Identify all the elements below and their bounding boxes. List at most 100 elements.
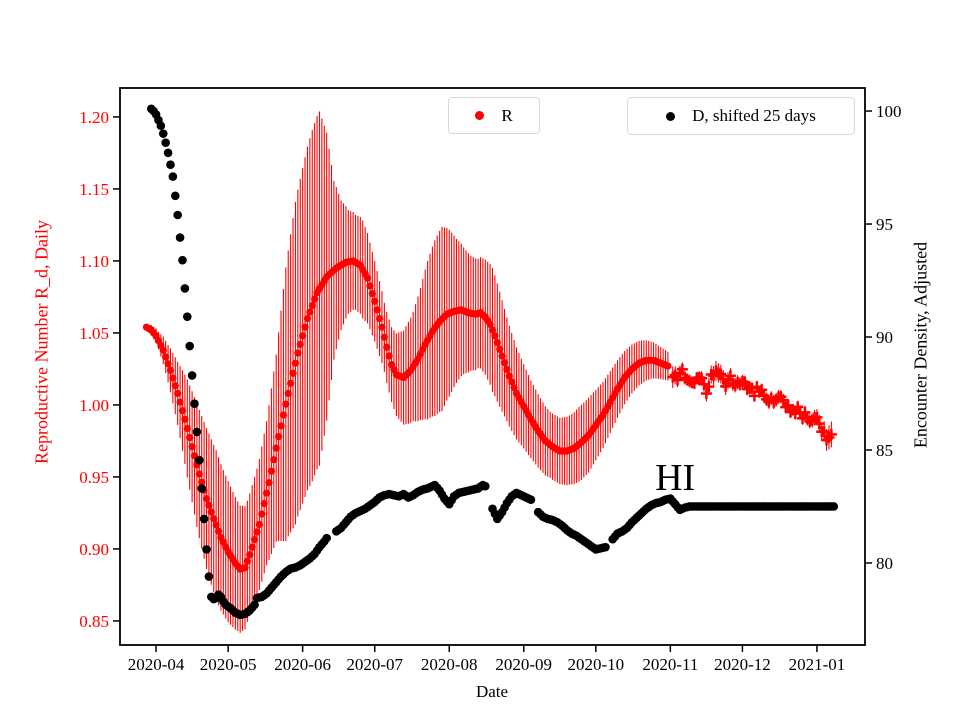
right-tick-label: 100 xyxy=(876,102,902,121)
data-point xyxy=(246,551,254,559)
data-point xyxy=(380,333,388,341)
right-tick-label: 85 xyxy=(876,441,893,460)
left-y-axis-label: Reproductive Number R_d, Daily xyxy=(31,220,52,464)
data-point xyxy=(181,415,189,423)
data-point xyxy=(210,515,218,523)
right-y-axis-label: Encounter Density, Adjusted xyxy=(910,241,931,449)
data-point xyxy=(250,535,259,544)
data-point xyxy=(498,352,506,360)
data-point xyxy=(526,495,536,505)
data-point xyxy=(299,332,307,340)
data-point xyxy=(383,343,391,351)
data-point xyxy=(378,323,386,331)
data-point xyxy=(287,379,295,387)
data-point xyxy=(183,424,191,433)
data-point xyxy=(166,366,175,374)
data-point xyxy=(601,542,610,552)
left-tick-label: 0.90 xyxy=(79,540,109,559)
data-point xyxy=(306,308,314,316)
data-point xyxy=(169,374,177,382)
data-point xyxy=(198,478,206,486)
data-point xyxy=(161,138,170,147)
data-point xyxy=(258,510,266,518)
series-R-markers xyxy=(142,257,837,573)
data-point xyxy=(505,372,513,380)
data-point xyxy=(187,371,197,380)
plot-frame xyxy=(119,87,866,646)
data-point xyxy=(265,479,273,487)
x-tick-label: 2020-11 xyxy=(642,655,698,674)
data-point xyxy=(291,359,300,367)
legend-r-marker-icon xyxy=(475,111,485,120)
x-tick-label: 2020-06 xyxy=(274,655,331,674)
data-point xyxy=(272,444,280,452)
data-point xyxy=(202,545,211,554)
data-point xyxy=(308,301,316,310)
data-point xyxy=(190,399,199,408)
data-point xyxy=(371,297,379,305)
data-point xyxy=(366,282,374,290)
data-point xyxy=(375,314,384,323)
data-point xyxy=(207,508,215,516)
data-point xyxy=(496,345,504,353)
data-point xyxy=(178,255,187,265)
data-point xyxy=(488,326,497,334)
data-point xyxy=(162,353,170,361)
data-point xyxy=(197,484,207,493)
x-tick-label: 2020-10 xyxy=(568,655,625,674)
data-point xyxy=(212,521,220,529)
data-point xyxy=(480,481,490,491)
legend-r-label: R xyxy=(501,105,513,125)
annotation-hi: HI xyxy=(655,457,696,500)
data-point xyxy=(248,543,256,551)
data-point xyxy=(182,312,192,321)
data-point xyxy=(173,210,182,220)
legend-d-marker-icon xyxy=(666,111,676,121)
data-point xyxy=(277,422,285,430)
data-point xyxy=(500,359,509,367)
data-point xyxy=(176,398,184,406)
data-point xyxy=(282,400,290,408)
data-point xyxy=(168,172,178,181)
data-point xyxy=(170,191,180,201)
left-tick-label: 0.85 xyxy=(79,612,109,631)
right-y-axis: 80 85 90 95 100 xyxy=(865,102,902,573)
data-point xyxy=(296,340,304,349)
series-D-shifted-25-days-markers xyxy=(146,104,839,620)
x-axis: 2020-04 2020-05 2020-06 2020-07 2020-08 2020-… xyxy=(128,645,846,674)
data-point xyxy=(195,455,204,465)
data-point xyxy=(373,306,381,314)
data-point xyxy=(156,121,166,131)
legend-r: R xyxy=(448,97,540,134)
data-point xyxy=(199,514,209,524)
data-point xyxy=(241,564,249,572)
x-axis-label: Date xyxy=(475,682,509,701)
data-point xyxy=(166,160,175,170)
x-tick-label: 2021-01 xyxy=(789,655,846,674)
left-tick-label: 1.20 xyxy=(79,108,109,127)
data-point xyxy=(267,467,276,475)
data-point xyxy=(322,533,331,543)
data-point xyxy=(486,320,494,328)
data-point xyxy=(188,443,196,451)
left-tick-label: 1.00 xyxy=(79,396,109,415)
data-point xyxy=(294,349,302,357)
data-point xyxy=(178,407,187,415)
x-tick-label: 2020-12 xyxy=(714,655,771,674)
x-tick-label: 2020-09 xyxy=(495,655,552,674)
x-tick-label: 2020-07 xyxy=(346,655,403,674)
data-point xyxy=(510,384,518,392)
left-tick-label: 0.95 xyxy=(79,468,109,487)
data-point xyxy=(303,314,312,323)
data-point xyxy=(175,233,185,242)
data-point xyxy=(253,528,261,536)
data-point xyxy=(279,411,288,419)
data-point xyxy=(202,494,211,503)
data-point xyxy=(250,600,259,610)
data-point xyxy=(301,323,309,331)
left-tick-label: 1.15 xyxy=(79,180,109,199)
data-point xyxy=(158,129,168,138)
data-point xyxy=(491,332,499,340)
